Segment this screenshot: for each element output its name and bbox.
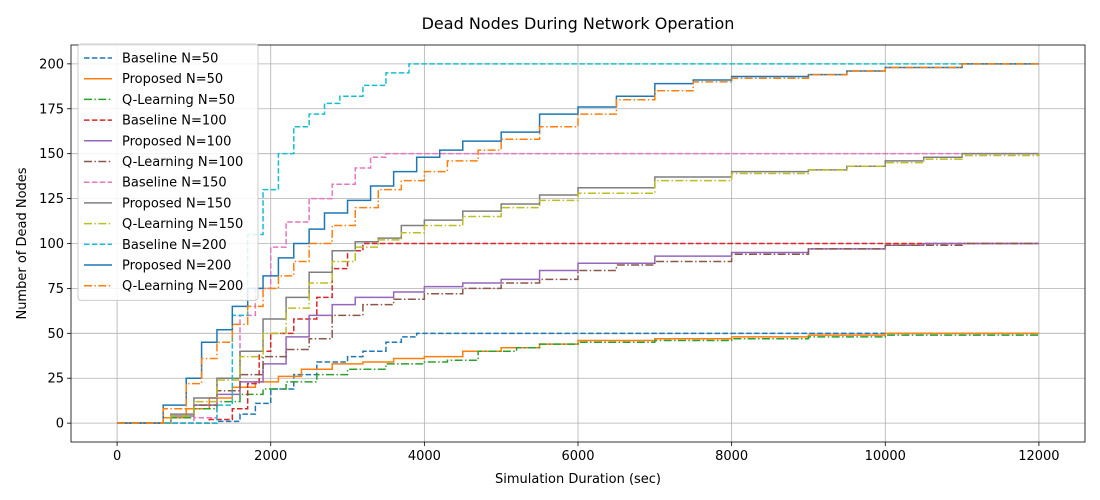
x-tick-label: 10000	[865, 449, 906, 464]
legend-label-3: Q-Learning N=50	[122, 93, 235, 108]
y-tick-label: 0	[56, 417, 64, 432]
x-tick-label: 6000	[561, 449, 594, 464]
legend-label-10: Baseline N=200	[122, 238, 227, 253]
axis-ticks: 0 2000 4000 6000 8000 10000 12000 0 25 50 75 100 125…	[39, 57, 1059, 464]
legend-label-1: Baseline N=50	[122, 52, 218, 67]
legend: Baseline N=50 Proposed N=50 Q-Learning N=5…	[77, 43, 259, 301]
series-line-4	[117, 242, 1039, 424]
y-axis-label: Number of Dead Nodes	[15, 167, 30, 319]
legend-label-8: Proposed N=150	[122, 196, 231, 211]
series-layer	[117, 63, 1040, 424]
y-tick-label: 50	[47, 327, 64, 342]
x-tick-label: 0	[113, 449, 121, 464]
y-tick-label: 150	[39, 147, 64, 162]
y-tick-label: 75	[47, 282, 64, 297]
chart-title: Dead Nodes During Network Operation	[422, 14, 735, 33]
x-axis-label: Simulation Duration (sec)	[495, 472, 661, 487]
y-tick-label: 25	[47, 372, 64, 387]
legend-box	[77, 43, 259, 301]
legend-label-2: Proposed N=50	[122, 72, 223, 87]
series-line-1	[117, 332, 1039, 424]
legend-label-12: Q-Learning N=200	[122, 279, 243, 294]
series-line-9	[117, 153, 1040, 424]
y-tick-label: 200	[39, 57, 64, 72]
legend-label-5: Proposed N=100	[122, 134, 231, 149]
x-tick-label: 8000	[715, 449, 748, 464]
x-tick-label: 4000	[408, 449, 441, 464]
legend-label-9: Q-Learning N=150	[122, 217, 243, 232]
series-line-2	[117, 332, 1039, 424]
series-line-12	[117, 63, 1039, 424]
series-line-6	[117, 242, 1039, 424]
legend-label-11: Proposed N=200	[122, 259, 231, 274]
x-tick-label: 2000	[254, 449, 287, 464]
legend-label-7: Baseline N=150	[122, 176, 227, 191]
y-tick-label: 175	[39, 102, 64, 117]
legend-label-4: Baseline N=100	[122, 114, 227, 129]
x-tick-label: 12000	[1018, 449, 1059, 464]
y-tick-label: 100	[39, 237, 64, 252]
y-tick-label: 125	[39, 192, 64, 207]
legend-label-6: Q-Learning N=100	[122, 155, 243, 170]
series-line-10	[117, 63, 1039, 424]
